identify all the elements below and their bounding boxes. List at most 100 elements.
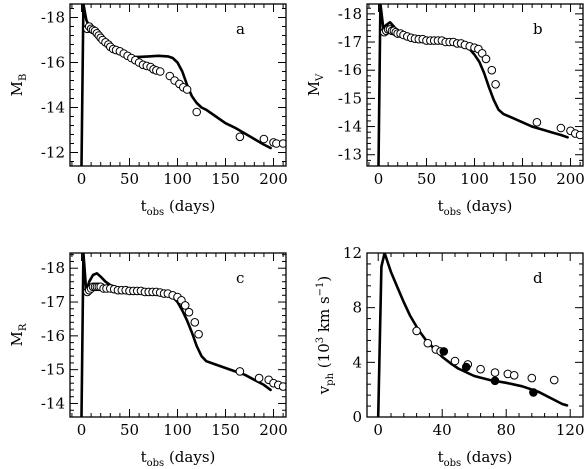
y-tick-label: 0 — [352, 408, 362, 426]
observed-point — [278, 382, 286, 391]
y-axis-label-rest2: km s — [315, 296, 333, 337]
plot-frame — [366, 3, 584, 167]
observed-point-filled — [461, 362, 471, 372]
observed-point — [155, 67, 165, 76]
observed-point — [532, 118, 542, 127]
y-tick-label: -15 — [338, 89, 362, 107]
y-axis-label-sup2: −1 — [315, 282, 326, 297]
y-axis-label-main: v — [315, 385, 333, 395]
observed-point — [235, 132, 245, 142]
x-tick-label: 150 — [211, 421, 240, 439]
y-tick-label: -18 — [338, 5, 362, 23]
y-axis-label-main: M — [8, 331, 26, 346]
panel-c: 0 50 100 150 200 -14 -15 -16 -17 -18 c tobs (days) M… — [8, 252, 288, 469]
x-tick-label: 100 — [163, 170, 192, 188]
y-axis-label: MV — [305, 73, 326, 96]
observed-point-filled — [490, 376, 500, 386]
observed-point — [450, 356, 460, 366]
plot-area — [377, 4, 583, 166]
panel-d: 0 40 80 120 0 4 8 12 d tobs (days) vph (103 km s−1… — [315, 244, 584, 469]
observed-point — [412, 326, 421, 336]
x-tick-label: 0 — [77, 170, 87, 188]
x-tick-label: 150 — [508, 170, 537, 188]
x-tick-label: 120 — [556, 421, 584, 439]
observed-point — [509, 371, 519, 380]
x-axis-label-main: t — [438, 197, 444, 215]
y-tick-label: -12 — [41, 144, 65, 162]
x-axis-label: tobs (days) — [141, 448, 216, 469]
panel-a: 0 50 100 150 200 -12 -14 -16 -18 a tobs (days) MB — [8, 3, 288, 218]
y-tick-label: -13 — [338, 146, 362, 164]
y-tick-label: -17 — [338, 33, 362, 51]
y-axis-label-sub: R — [18, 323, 29, 331]
observed-point — [556, 123, 566, 133]
x-tick-label: 50 — [120, 421, 139, 439]
y-tick-label: -18 — [41, 9, 65, 27]
y-axis-label: vph (103 km s−1) — [315, 276, 336, 396]
x-tick-label: 50 — [120, 170, 139, 188]
observed-point — [423, 338, 433, 348]
y-axis-label-main: M — [305, 81, 323, 96]
y-tick-label: -14 — [41, 394, 65, 412]
y-tick-label: -16 — [338, 61, 362, 79]
x-axis-label-main: t — [141, 197, 147, 215]
y-tick-label: 12 — [343, 244, 362, 262]
y-tick-label: -16 — [41, 327, 65, 345]
observed-point — [259, 134, 269, 144]
x-tick-label: 100 — [163, 421, 192, 439]
observed-point — [481, 54, 491, 64]
x-axis-label-rest: (days) — [461, 448, 512, 466]
observed-point — [491, 80, 500, 89]
observed-point — [235, 367, 245, 376]
x-axis-label: tobs (days) — [438, 197, 513, 218]
x-axis-label-rest: (days) — [164, 197, 215, 215]
observed-point — [575, 130, 583, 140]
observed-point — [194, 329, 203, 339]
observed-point-filled — [439, 347, 449, 356]
y-axis-label: MB — [8, 74, 29, 97]
panel-label: d — [533, 269, 543, 287]
y-tick-label: -14 — [41, 99, 65, 117]
y-axis-label-main: M — [8, 81, 26, 96]
plot-area — [80, 4, 286, 166]
panel-label: a — [236, 20, 245, 38]
observed-point — [180, 301, 190, 310]
observed-point — [192, 107, 201, 117]
y-axis-label-rest: (10 — [315, 343, 333, 373]
observed-point — [527, 373, 537, 383]
x-tick-label: 0 — [77, 421, 87, 439]
x-tick-label: 40 — [433, 421, 452, 439]
x-axis-label-main: t — [438, 448, 444, 466]
y-tick-label: -15 — [41, 361, 65, 379]
plot-area — [80, 253, 286, 417]
plot-area — [376, 253, 569, 417]
plot-frame — [69, 252, 287, 418]
x-axis-label-sub: obs — [444, 207, 462, 218]
x-tick-label: 50 — [417, 170, 436, 188]
x-tick-label: 200 — [259, 170, 288, 188]
y-axis-label-sub: ph — [325, 372, 336, 385]
y-axis-label: MR — [8, 323, 29, 346]
y-tick-label: 8 — [352, 299, 362, 317]
x-tick-label: 100 — [460, 170, 489, 188]
x-axis-label-sub: obs — [147, 458, 165, 469]
x-tick-label: 200 — [556, 170, 584, 188]
y-axis-label-sup: 3 — [315, 337, 326, 343]
observed-point — [476, 364, 485, 374]
x-axis-label: tobs (days) — [438, 448, 513, 469]
observed-point — [278, 139, 286, 148]
panel-b: 0 50 100 150 200 -13 -14 -15 -16 -17 -18 b tobs (day… — [305, 3, 584, 218]
y-tick-label: -16 — [41, 54, 65, 72]
y-tick-label: -17 — [41, 293, 65, 311]
y-axis-label-rest3: ) — [315, 276, 333, 282]
y-axis-label-sub: B — [18, 74, 29, 81]
observed-point — [184, 307, 194, 317]
observed-point — [490, 368, 500, 377]
x-tick-label: 200 — [259, 421, 288, 439]
observed-point — [549, 375, 559, 385]
observed-point — [182, 85, 192, 94]
y-tick-label: -18 — [41, 259, 65, 277]
x-tick-label: 80 — [497, 421, 516, 439]
x-tick-label: 0 — [374, 170, 384, 188]
